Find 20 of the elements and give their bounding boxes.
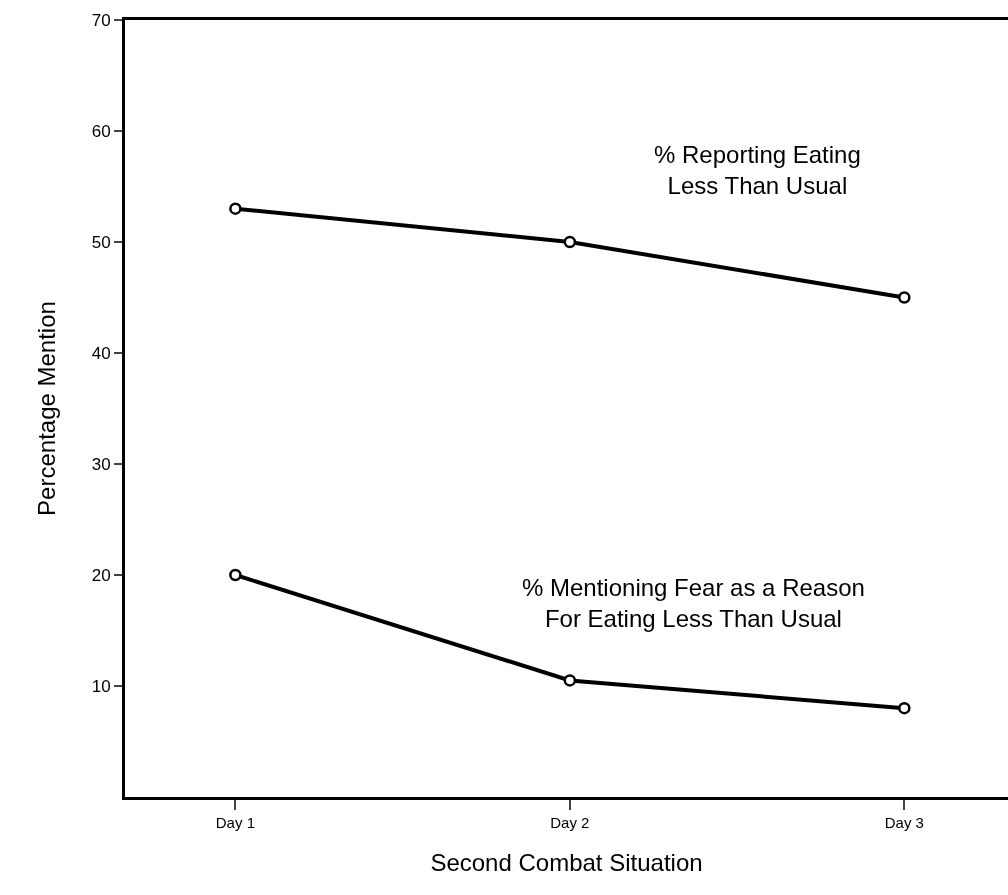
y-tick-label: 30 [91,454,111,474]
y-tick-label: 50 [91,232,111,252]
point [898,701,911,715]
y-tick-label: 60 [91,121,111,141]
x-tick-label: Day 2 [550,814,590,831]
series-label: % Mentioning Fear as a Reason For Eating Less Than Usual [522,574,865,633]
y-tick-label: 40 [91,343,111,363]
y-tick-label: 20 [91,565,111,585]
x-tick-label: Day 3 [884,814,924,831]
y-tick-label: 10 [91,676,111,696]
x-tick-label: Day 1 [215,814,255,831]
point [563,235,577,249]
y-axis-title: Percentage Mention [32,301,60,516]
point [898,291,911,304]
y-tick-label: 70 [91,10,111,30]
x-axis-title: Second Combat Situation [430,849,703,877]
text: % Reporting Eating Less Than Usual [654,141,861,200]
point [563,674,577,687]
point [229,568,242,582]
point [229,202,242,215]
